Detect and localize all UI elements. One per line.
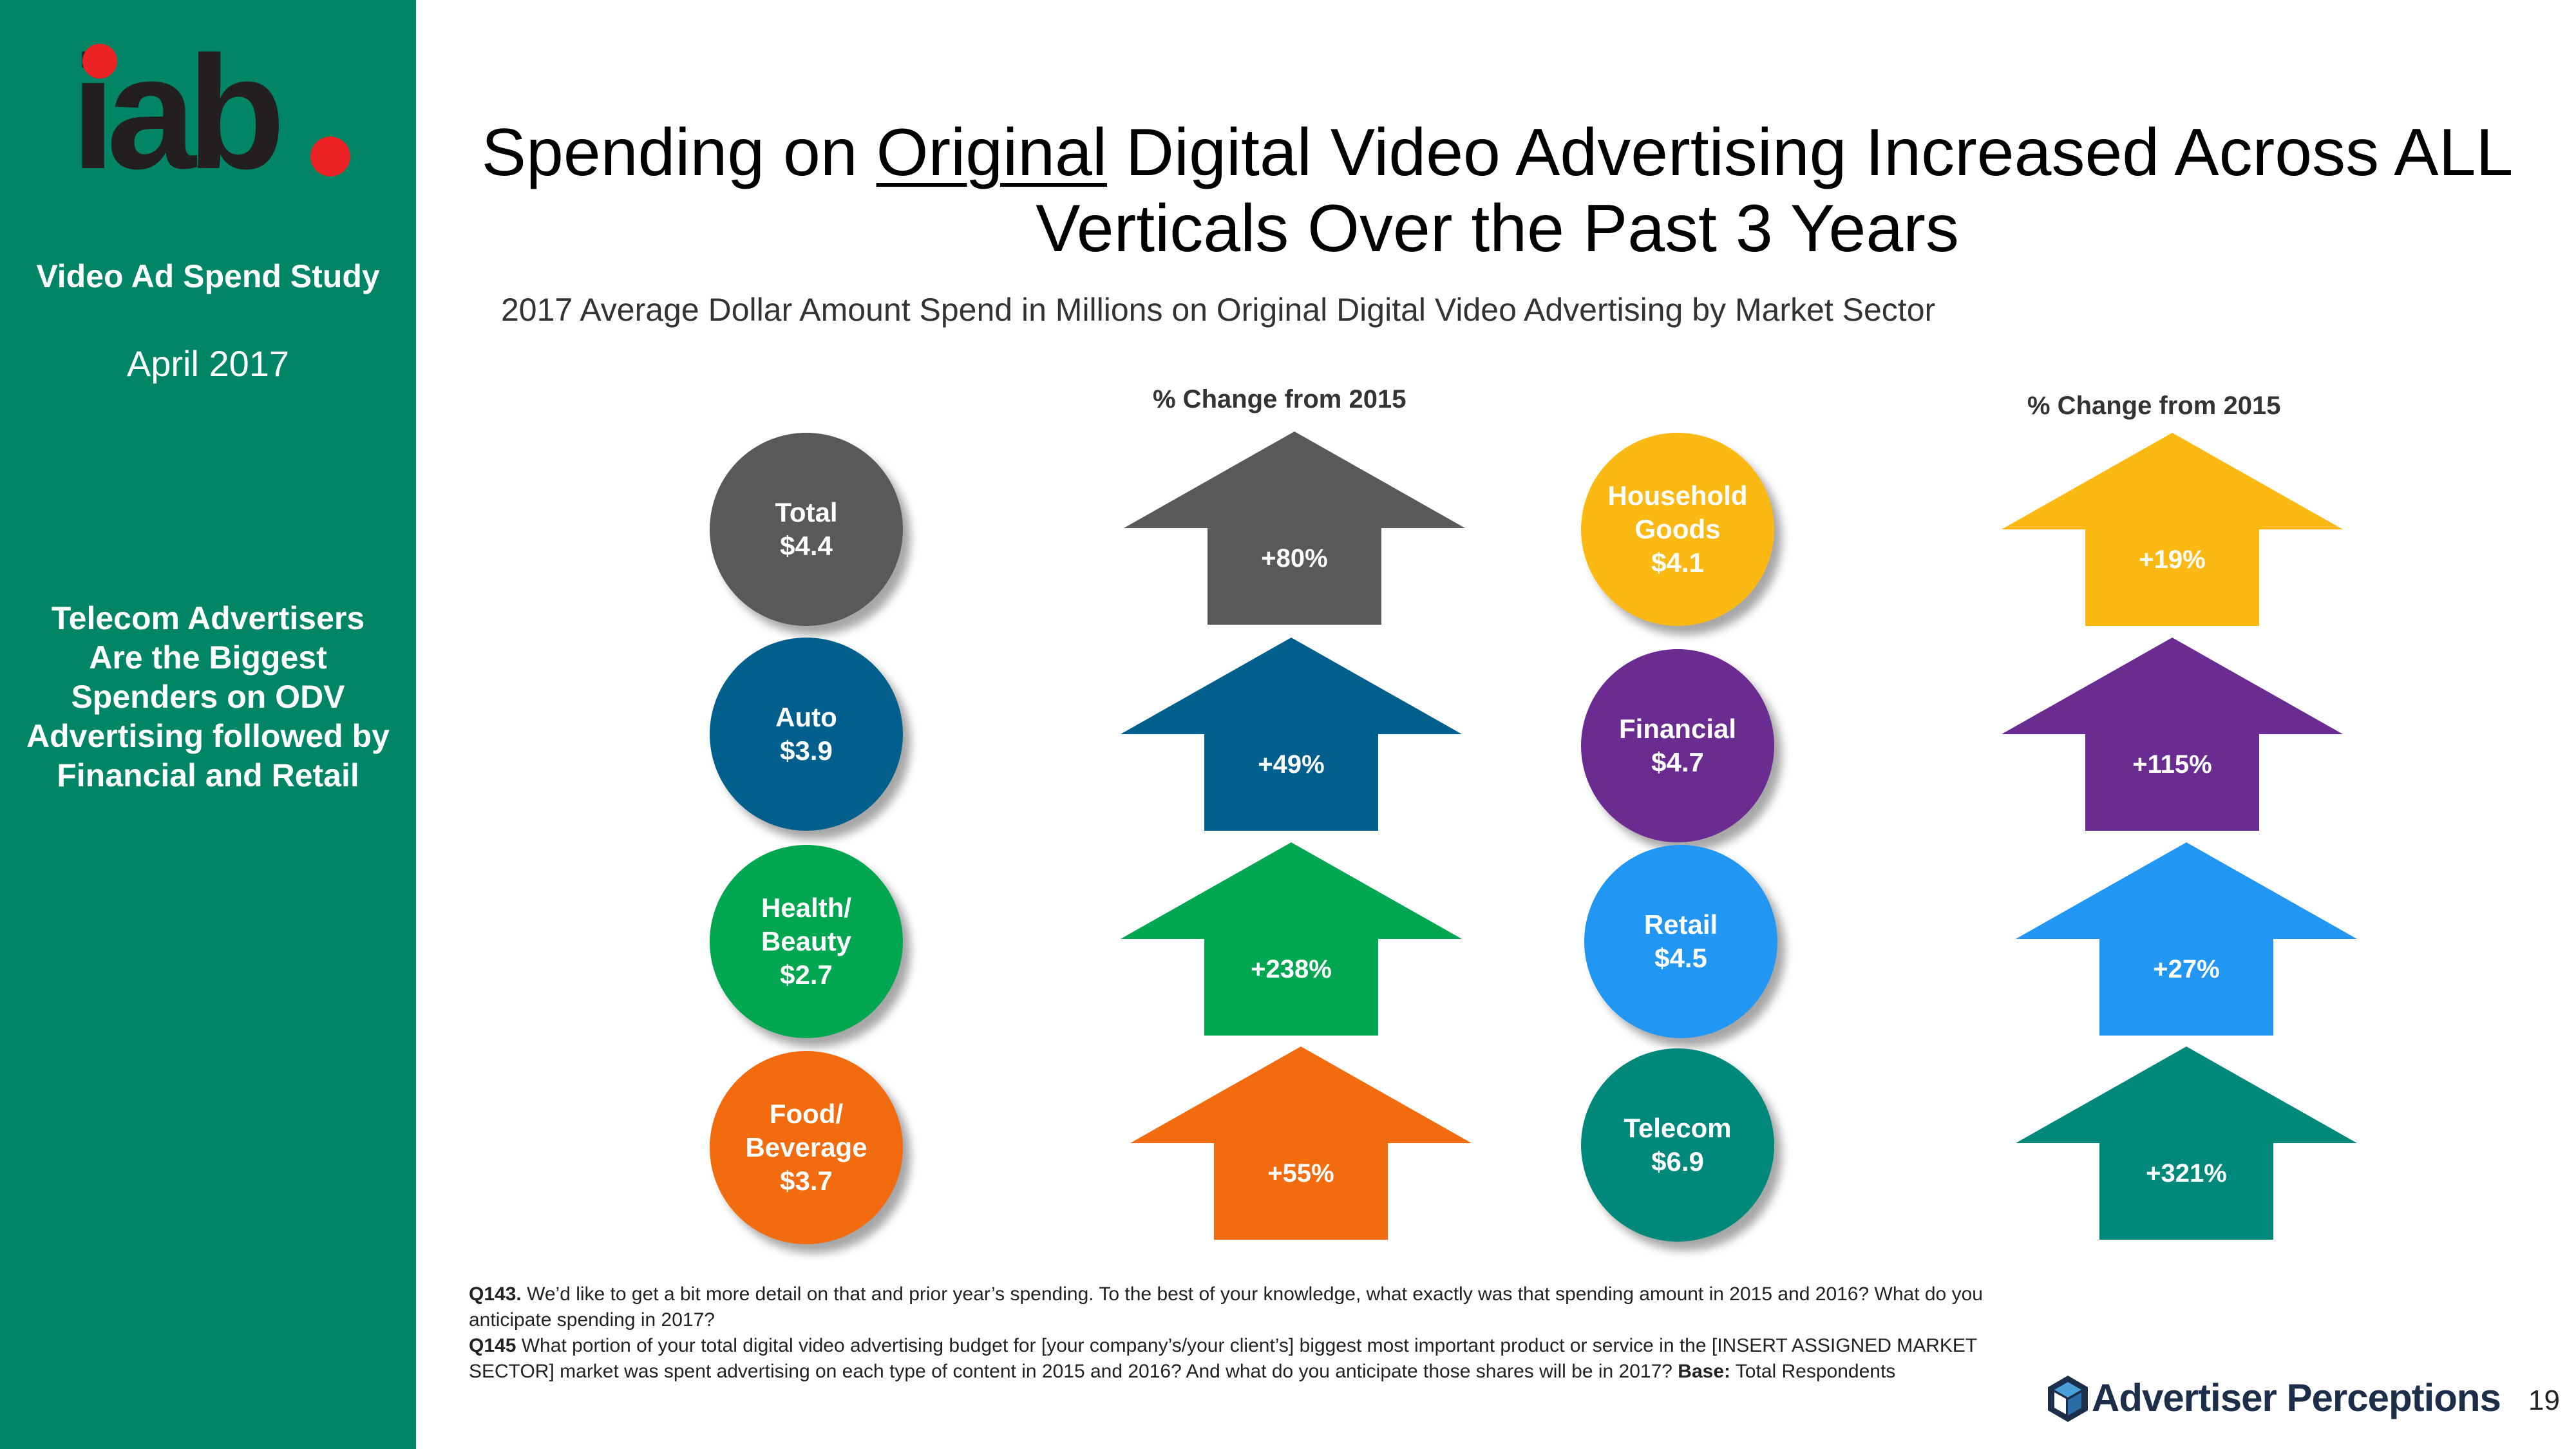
sector-label: Health/ — [761, 893, 852, 923]
sidebar: iab Video Ad Spend Study April 2017 Tele… — [0, 0, 416, 1449]
brand-name: Advertiser Perceptions — [2092, 1376, 2501, 1419]
change-value: +80% — [1261, 544, 1328, 573]
logo-dot-i — [82, 44, 117, 79]
sector-label: Retail — [1643, 909, 1718, 940]
column-header-right: % Change from 2015 — [2027, 392, 2281, 420]
sector-label: Financial — [1618, 714, 1737, 744]
sector-circle-telecom: Telecom $6.9 — [1581, 1048, 1774, 1242]
q145-label: Q145 — [469, 1335, 516, 1356]
key-takeaway: Telecom Advertisers Are the Biggest Spen… — [26, 600, 390, 793]
change-arrow-health-beauty: +238% — [1121, 842, 1462, 1036]
page-number: 19 — [2528, 1385, 2560, 1416]
advertiser-perceptions-logo: Advertiser Perceptions — [2048, 1372, 2563, 1430]
change-value: +27% — [2153, 955, 2220, 983]
sector-circle-household-goods: Household Goods $4.1 — [1581, 433, 1774, 626]
change-value: +49% — [1258, 750, 1325, 779]
change-arrow-telecom: +321% — [2016, 1046, 2357, 1240]
sector-circle-food-beverage: Food/ Beverage $3.7 — [710, 1051, 903, 1244]
sector-circle-auto: Auto $3.9 — [710, 638, 903, 831]
change-arrow-financial: +115% — [2002, 638, 2343, 831]
study-name: Video Ad Spend Study — [36, 258, 380, 294]
change-arrow-auto: +49% — [1121, 638, 1462, 831]
arrow-shape — [1121, 638, 1462, 831]
column-header-left: % Change from 2015 — [1153, 385, 1406, 413]
arrow-shape — [1124, 431, 1465, 625]
change-arrow-retail: +27% — [2016, 842, 2357, 1036]
survey-footnote: Q143. We’d like to get a bit more detail… — [469, 1282, 2014, 1385]
sector-label: Household — [1607, 480, 1748, 511]
base-label: Base: — [1678, 1361, 1731, 1382]
sector-circle-total: Total $4.4 — [710, 433, 903, 626]
sector-label: Total — [775, 497, 838, 527]
arrow-shape — [1121, 842, 1462, 1036]
study-date: April 2017 — [126, 343, 290, 384]
sector-label: Food/ — [769, 1099, 844, 1129]
arrow-shape — [2002, 433, 2343, 626]
change-value: +115% — [2132, 750, 2212, 779]
sector-amount: $2.7 — [780, 960, 833, 990]
change-arrow-food-beverage: +55% — [1130, 1046, 1472, 1240]
sector-circle-health-beauty: Health/ Beauty $2.7 — [710, 845, 903, 1038]
change-arrow-household-goods: +19% — [2002, 433, 2343, 626]
arrow-shape — [2016, 842, 2357, 1036]
sector-amount: $3.9 — [780, 735, 833, 766]
sector-label: Auto — [775, 702, 837, 732]
sector-label-line2: Beauty — [761, 926, 852, 956]
arrow-shape — [2016, 1046, 2357, 1240]
base-text: Total Respondents — [1730, 1361, 1896, 1382]
iab-logo: iab — [71, 32, 367, 193]
sector-amount: $4.7 — [1651, 747, 1704, 777]
slide-title: Spending on Original Digital Video Adver… — [464, 115, 2531, 267]
title-before: Spending on — [481, 115, 876, 190]
change-value: +321% — [2146, 1159, 2227, 1188]
sector-label: Telecom — [1624, 1113, 1732, 1143]
q143-text: We’d like to get a bit more detail on th… — [469, 1283, 1983, 1331]
sector-amount: $4.5 — [1654, 943, 1707, 973]
sector-circle-retail: Retail $4.5 — [1584, 845, 1777, 1038]
change-value: +55% — [1267, 1159, 1334, 1188]
sector-label-line2: Beverage — [745, 1132, 867, 1162]
logo-dot-period — [310, 137, 350, 176]
q143-label: Q143. — [469, 1283, 522, 1305]
sector-amount: $3.7 — [780, 1166, 833, 1196]
arrow-shape — [2002, 638, 2343, 831]
q145-text: What portion of your total digital video… — [469, 1335, 1977, 1382]
title-underlined: Original — [876, 115, 1107, 190]
change-arrow-total: +80% — [1124, 431, 1465, 625]
title-after: Digital Video Advertising Increased Acro… — [1036, 115, 2514, 266]
sector-amount: $6.9 — [1651, 1146, 1704, 1177]
change-value: +238% — [1251, 955, 1332, 983]
sector-circle-financial: Financial $4.7 — [1581, 649, 1774, 842]
hexagon-cube-icon — [2048, 1376, 2088, 1422]
sector-amount: $4.4 — [780, 531, 833, 561]
arrow-shape — [1130, 1046, 1472, 1240]
sector-amount: $4.1 — [1651, 547, 1704, 578]
change-value: +19% — [2139, 545, 2206, 574]
sector-label-line2: Goods — [1634, 514, 1721, 544]
slide-subtitle: 2017 Average Dollar Amount Spend in Mill… — [501, 292, 1936, 328]
